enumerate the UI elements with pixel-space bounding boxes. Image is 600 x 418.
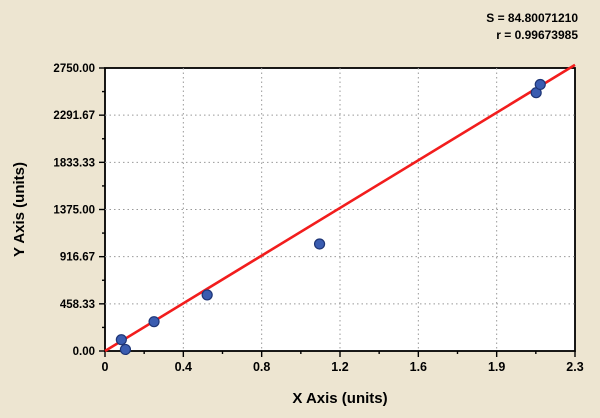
y-tick-label: 2750.00: [53, 63, 95, 75]
data-point: [201, 289, 213, 301]
y-axis-title: Y Axis (units): [11, 162, 28, 257]
fit-statistics: S = 84.80071210 r = 0.99673985: [486, 10, 578, 44]
y-tick-label: 1833.33: [53, 157, 95, 169]
stat-r-value: r = 0.99673985: [496, 28, 578, 42]
gridlines: [105, 68, 575, 351]
x-tick-label: 0.8: [253, 360, 270, 374]
stat-s-value: S = 84.80071210: [486, 11, 578, 25]
y-tick-label: 458.33: [60, 299, 95, 311]
data-points: [115, 78, 546, 356]
x-tick-label: 0.4: [175, 360, 192, 374]
data-point: [119, 343, 132, 356]
data-point: [115, 334, 127, 346]
axis-ticks: [99, 67, 576, 357]
y-tick-label: 916.67: [60, 252, 95, 264]
data-point: [148, 316, 160, 328]
x-tick-label: 2.3: [566, 360, 583, 374]
y-tick-label: 1375.00: [53, 205, 95, 217]
x-tick-label: 1.6: [410, 360, 427, 374]
y-tick-label: 2291.67: [53, 110, 95, 122]
tick-labels: 0 0.4 0.8 1.2 1.6 1.9 2.3 0.00 458.33 916.67 1375.…: [53, 63, 583, 374]
y-tick-label: 0.00: [73, 346, 95, 358]
x-tick-label: 0: [102, 360, 109, 374]
data-point: [534, 78, 546, 91]
regression-line: [104, 63, 576, 353]
x-axis-title: X Axis (units): [292, 390, 387, 407]
x-tick-label: 1.2: [331, 360, 348, 374]
data-point: [313, 238, 326, 250]
x-tick-label: 1.9: [488, 360, 505, 374]
